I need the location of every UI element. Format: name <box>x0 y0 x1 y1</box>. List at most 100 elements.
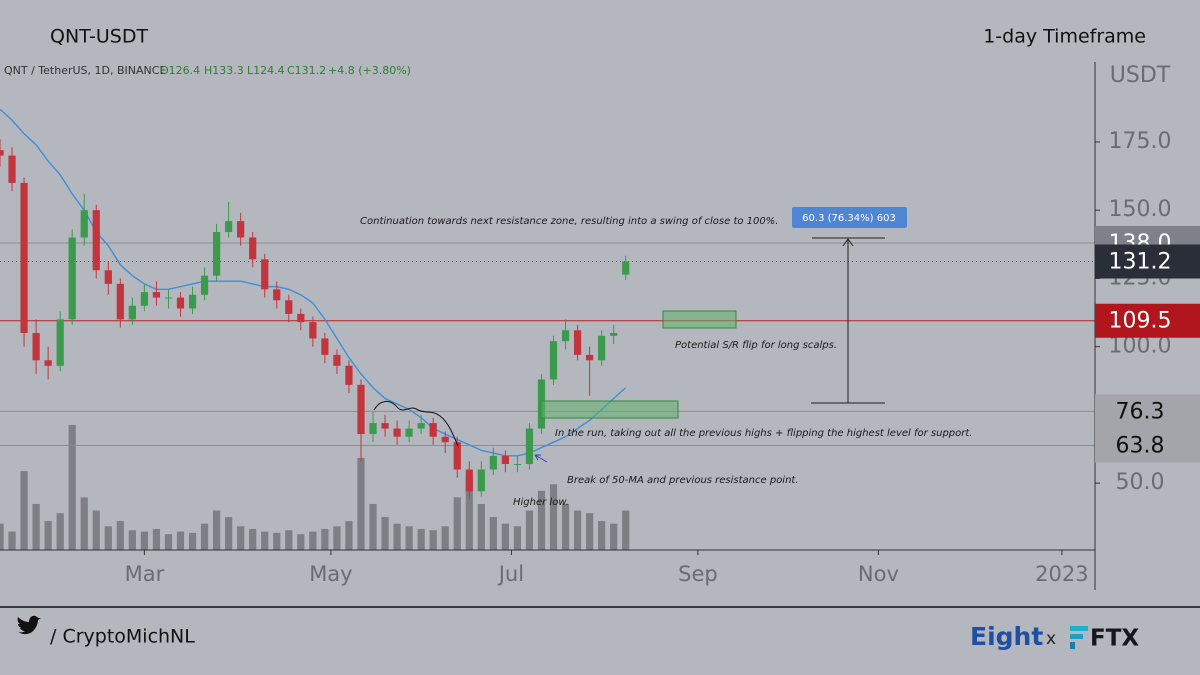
ohlc-label: +4.8 (+3.80%) <box>328 64 411 77</box>
measure-arrow <box>842 238 854 247</box>
candle-body <box>357 384 365 435</box>
volume-bar <box>140 531 149 550</box>
x-tick-label: 2023 <box>1035 562 1088 586</box>
volume-bar <box>598 521 606 550</box>
price-level-box <box>1095 244 1200 279</box>
price-level-box <box>1095 394 1200 429</box>
price-level-box <box>1095 428 1200 463</box>
measure-box <box>792 207 907 228</box>
volume-bar <box>537 490 546 550</box>
volume-bar <box>489 517 497 550</box>
candle-body <box>68 237 76 320</box>
candle-body <box>297 313 305 323</box>
volume-bar <box>68 425 76 550</box>
x-tick-label: Nov <box>858 562 899 586</box>
candle-body <box>44 360 52 366</box>
candle-body <box>56 319 64 366</box>
volume-bar <box>273 532 281 550</box>
x-tick-label: May <box>309 562 352 586</box>
price-level-box <box>1095 303 1200 338</box>
volume-bar <box>297 534 305 550</box>
volume-bar <box>586 513 594 550</box>
candle-body <box>381 423 389 429</box>
candle-body <box>489 455 497 470</box>
annotation-curve <box>373 401 459 447</box>
candle-body <box>405 428 413 437</box>
candle-body <box>128 305 136 320</box>
candle-body <box>586 354 594 361</box>
candle-body <box>525 428 534 465</box>
y-axis-label: USDT <box>1110 63 1171 88</box>
logo-bar <box>1070 634 1083 639</box>
volume-bar <box>345 521 353 550</box>
volume-bar <box>381 517 389 550</box>
candle-body <box>80 210 88 238</box>
measure-label: 60.3 (76.34%) 603 <box>802 213 896 224</box>
candle-body <box>549 341 558 380</box>
separator: x <box>1046 629 1056 649</box>
candle-body <box>369 423 377 435</box>
volume-bar <box>622 510 630 550</box>
ohlc-label: C131.2 <box>287 64 326 77</box>
volume-bar <box>44 521 52 550</box>
volume-bar <box>212 510 221 550</box>
volume-bar <box>152 528 161 550</box>
x-tick-label: Sep <box>678 562 718 586</box>
volume-bar <box>309 531 317 550</box>
price-level-label: 131.2 <box>1109 250 1172 275</box>
candle-body <box>561 330 570 342</box>
annotation: In the run, taking out all the previous … <box>555 428 972 439</box>
volume-bar <box>417 528 425 550</box>
twitter-icon <box>16 615 41 635</box>
y-tick-label: 100.0 <box>1109 334 1172 359</box>
candle-body <box>176 297 185 309</box>
volume-bar <box>453 497 461 550</box>
volume-bar <box>549 484 558 550</box>
candle-body <box>152 292 161 298</box>
volume-bar <box>32 503 40 550</box>
candle-body <box>200 275 209 295</box>
partner: FTX <box>1090 626 1139 652</box>
volume-bar <box>393 523 401 550</box>
candle-body <box>188 294 197 309</box>
candle-body <box>345 365 353 385</box>
handle: / CryptoMichNL <box>50 626 195 648</box>
volume-bar <box>465 477 473 550</box>
candle-body <box>417 423 425 429</box>
candle-body <box>441 436 449 443</box>
candle-body <box>8 155 16 183</box>
candle-body <box>92 210 100 271</box>
volume-bar <box>333 526 341 550</box>
candle-body <box>453 442 461 470</box>
candle-body <box>513 464 522 466</box>
chart-title: QNT-USDT <box>50 26 148 48</box>
candle-body <box>333 354 341 366</box>
volume-bar <box>0 523 4 550</box>
candle-body <box>164 297 173 299</box>
volume-bar <box>477 503 485 550</box>
volume-bar <box>610 523 618 550</box>
price-level-label: 76.3 <box>1116 399 1165 424</box>
candle-body <box>261 259 269 290</box>
ohlc-label: O126.4 <box>160 64 200 77</box>
annotation: Higher low. <box>513 497 569 508</box>
candle-body <box>321 338 329 355</box>
volume-bar <box>200 523 209 550</box>
y-tick-label: 175.0 <box>1109 129 1172 154</box>
candle-body <box>225 221 233 233</box>
volume-bar <box>237 526 245 550</box>
volume-bar <box>164 534 173 550</box>
volume-bar <box>104 526 112 550</box>
candle-body <box>32 333 40 361</box>
volume-bar <box>405 526 413 550</box>
candle-body <box>249 237 257 260</box>
brand: Eight <box>970 622 1043 651</box>
candle-body <box>622 261 630 275</box>
candle-body <box>212 232 221 276</box>
candle-body <box>285 300 293 314</box>
volume-bar <box>128 530 136 550</box>
candle-body <box>465 469 473 492</box>
candle-body <box>610 333 618 336</box>
volume-bar <box>501 523 509 550</box>
x-tick-label: Jul <box>497 562 524 586</box>
